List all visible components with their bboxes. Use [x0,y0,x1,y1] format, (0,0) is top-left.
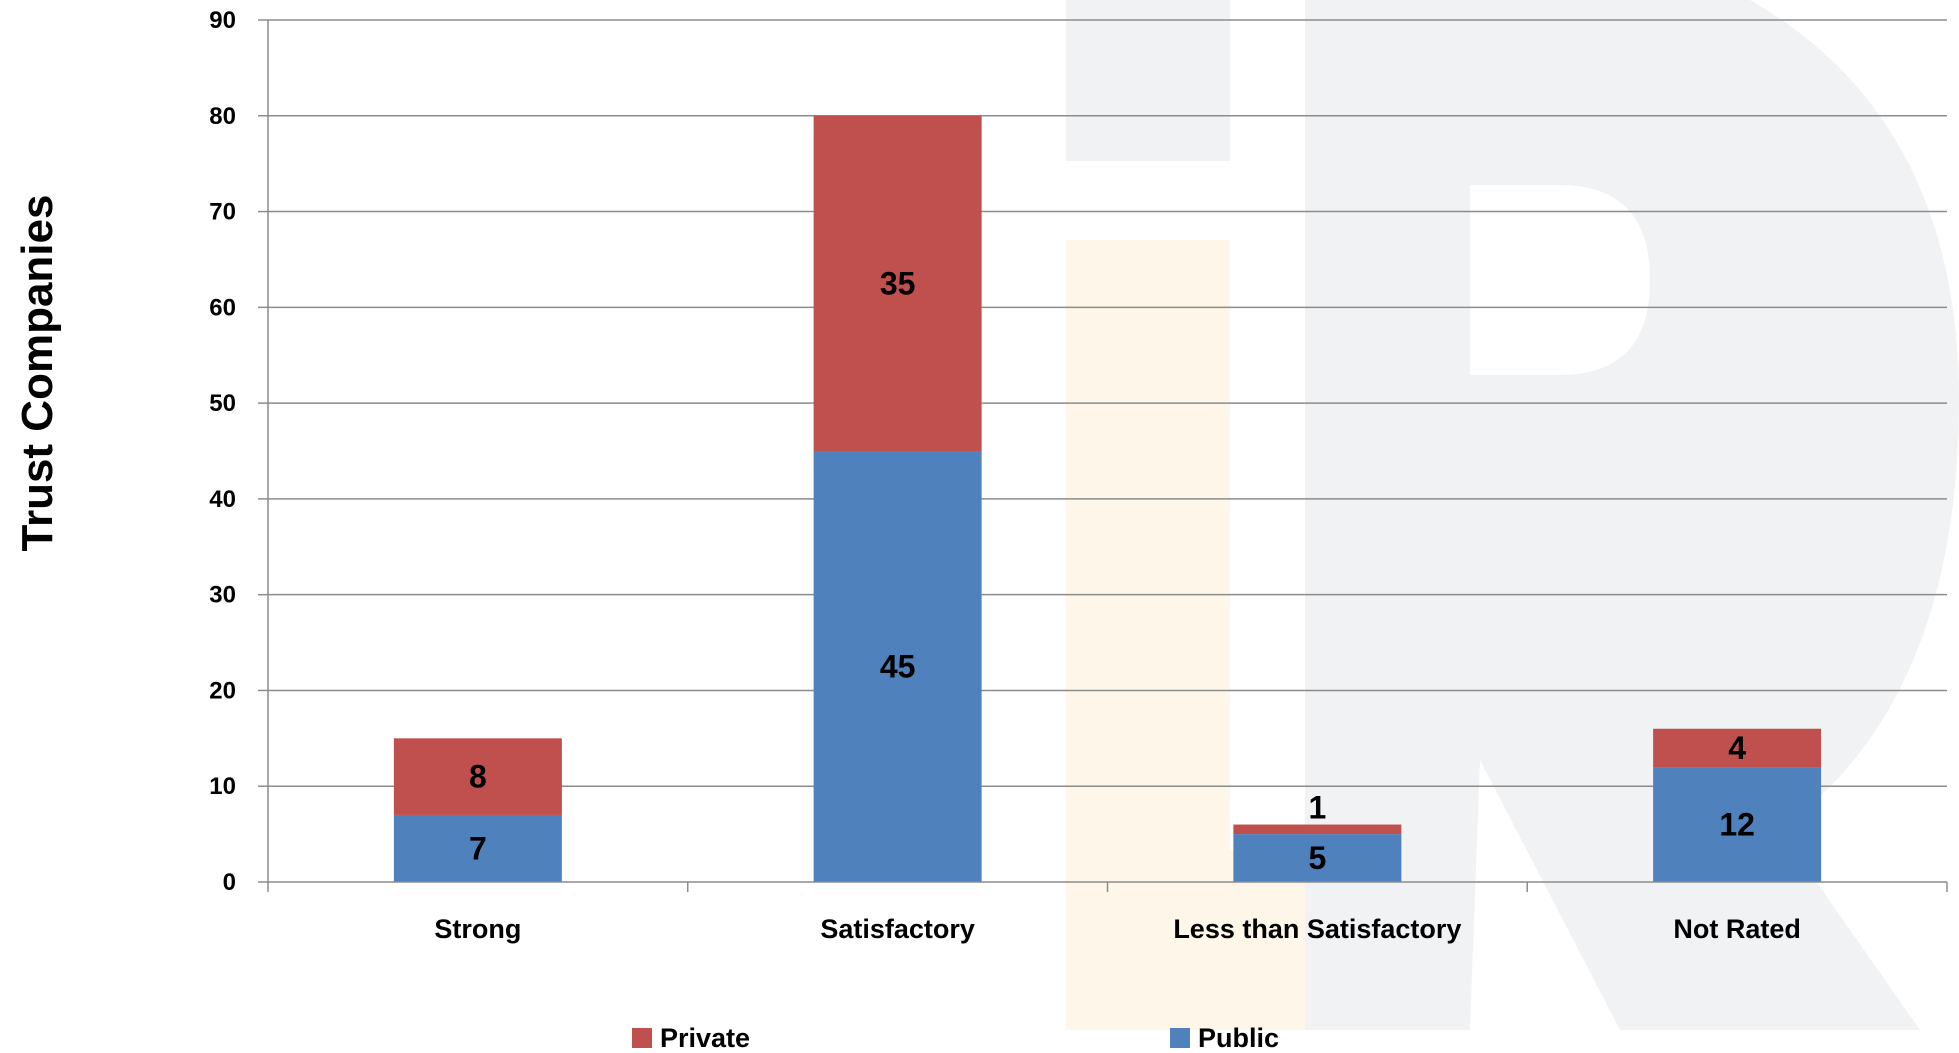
legend-swatch-private [632,1028,652,1048]
bar-private [1653,728,1822,768]
data-label-public: 7 [469,830,487,866]
x-category-label: Less than Satisfactory [1173,914,1461,944]
y-tick-label: 20 [209,677,236,704]
y-axis-ticks: 0 10 20 30 40 50 60 70 80 90 [209,7,268,896]
bar-public [393,814,562,882]
bars [393,115,1822,882]
data-label-public: 12 [1719,807,1755,843]
y-axis-title: Trust Companies [13,195,62,552]
y-tick-label: 0 [223,869,236,896]
background-watermark [1066,0,1959,1030]
legend-label-public: Public [1198,1023,1279,1053]
data-label-private: 1 [1308,790,1326,826]
x-axis-categories: Strong Satisfactory Less than Satisfactory… [434,914,1801,944]
y-tick-label: 50 [209,390,236,417]
y-tick-label: 10 [209,773,236,800]
bar-public [813,451,982,882]
data-labels: 7 8 45 35 5 1 12 4 [469,265,1755,876]
bar-private [813,115,982,452]
data-label-private: 4 [1728,730,1746,766]
data-label-public: 5 [1308,840,1326,876]
data-label-public: 45 [880,649,916,685]
y-tick-label: 60 [209,294,236,321]
y-tick-label: 30 [209,582,236,609]
y-tick-label: 90 [209,7,236,34]
x-category-label: Satisfactory [820,914,975,944]
bar-public [1653,767,1822,882]
y-tick-label: 80 [209,103,236,130]
bar-private [393,738,562,815]
y-tick-label: 40 [209,486,236,513]
data-label-private: 35 [880,265,916,301]
x-category-label: Not Rated [1673,914,1801,944]
legend-label-private: Private [660,1023,750,1053]
legend-swatch-public [1170,1028,1190,1048]
data-label-private: 8 [469,759,487,795]
x-category-label: Strong [434,914,521,944]
legend: Private Public [632,1023,1279,1053]
bar-public [1233,834,1402,882]
axes [267,20,1948,892]
bar-private [1233,824,1402,835]
y-tick-label: 70 [209,199,236,226]
